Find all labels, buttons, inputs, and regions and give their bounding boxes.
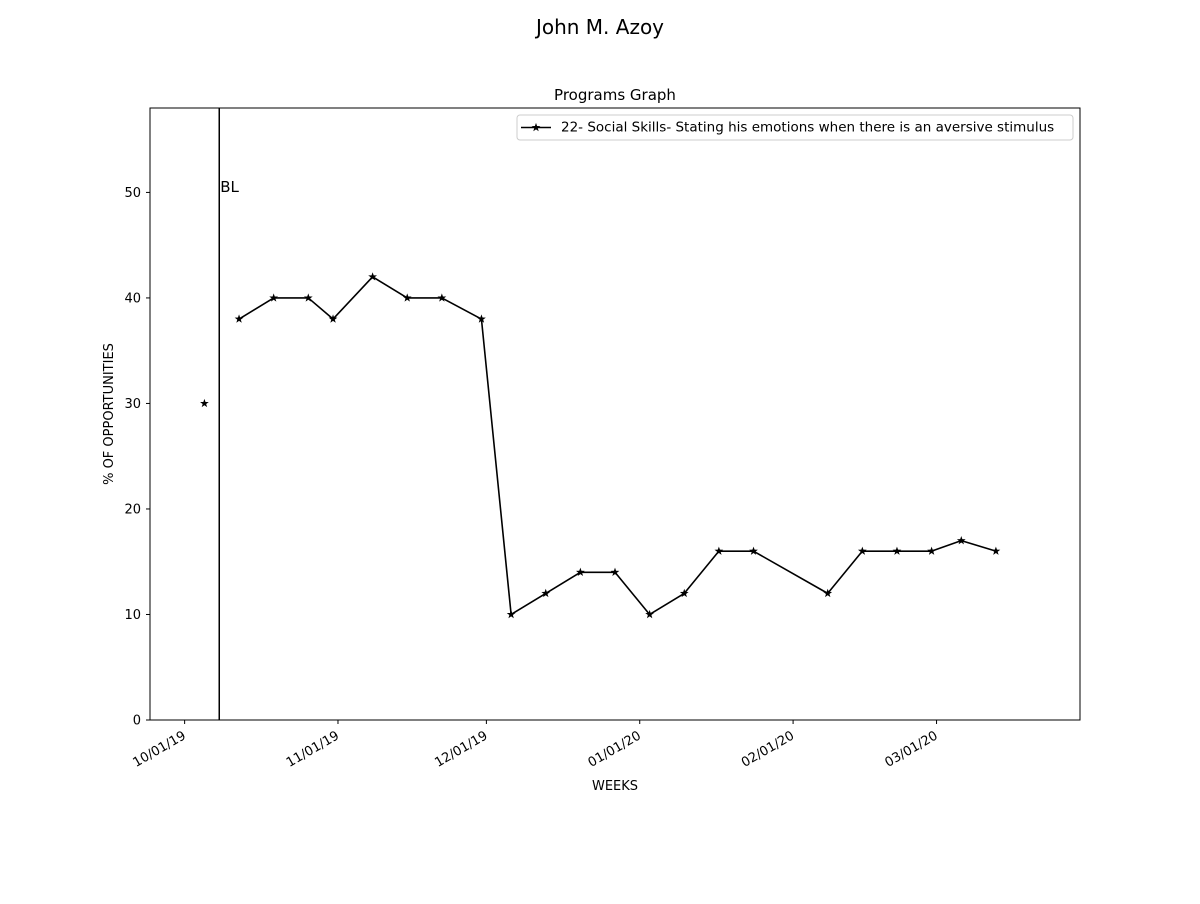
legend-star-marker — [531, 122, 541, 132]
plot-frame — [149, 107, 1081, 721]
y-tick-label: 20 — [124, 502, 141, 517]
data-point — [477, 314, 486, 323]
data-point — [610, 567, 620, 576]
y-tick-label: 0 — [133, 714, 141, 729]
data-point — [368, 272, 377, 281]
chart-title: Programs Graph — [554, 86, 676, 104]
plot-area: 0 10 20 30 40 50 10/01/19 11/01/19 12/01/19 01/01… — [124, 108, 1001, 771]
y-axis-label: % OF OPPORTUNITIES — [102, 343, 117, 485]
x-axis-label: WEEKS — [592, 779, 638, 794]
x-tick-label: 03/01/20 — [882, 728, 940, 770]
data-point — [927, 546, 936, 555]
data-point — [200, 398, 209, 408]
x-tick-label: 02/01/20 — [739, 728, 797, 770]
data-point — [506, 609, 516, 619]
x-tick-label: 10/01/19 — [131, 728, 189, 770]
series-line — [238, 276, 997, 616]
y-tick-label: 50 — [124, 186, 141, 201]
data-point — [576, 567, 585, 576]
data-point — [823, 588, 833, 598]
x-tick-label: 11/01/19 — [284, 728, 342, 770]
data-point — [437, 293, 447, 302]
x-tick-label: 12/01/19 — [432, 728, 490, 770]
legend-box — [516, 114, 1074, 141]
y-tick-label: 40 — [124, 291, 141, 306]
legend: 22- Social Skills- Stating his emotions … — [516, 114, 1074, 141]
data-point — [303, 293, 313, 302]
data-point — [541, 588, 551, 598]
data-point — [328, 314, 338, 323]
y-tick-label: 30 — [124, 397, 141, 412]
data-point — [645, 609, 654, 619]
data-point — [234, 314, 244, 323]
legend-label: 22- Social Skills- Stating his emotions … — [561, 120, 1054, 136]
page-title: John M. Azoy — [534, 15, 664, 39]
data-point — [892, 546, 902, 555]
data-point — [402, 293, 412, 302]
phase-label: BL — [220, 178, 239, 196]
y-tick-label: 10 — [124, 608, 141, 623]
data-point — [679, 588, 689, 598]
data-point — [857, 546, 867, 555]
data-point — [956, 536, 966, 545]
data-point — [749, 546, 758, 555]
data-point — [991, 546, 1001, 555]
x-tick-label: 01/01/20 — [586, 728, 644, 770]
data-point — [714, 546, 724, 555]
data-point — [269, 293, 279, 302]
